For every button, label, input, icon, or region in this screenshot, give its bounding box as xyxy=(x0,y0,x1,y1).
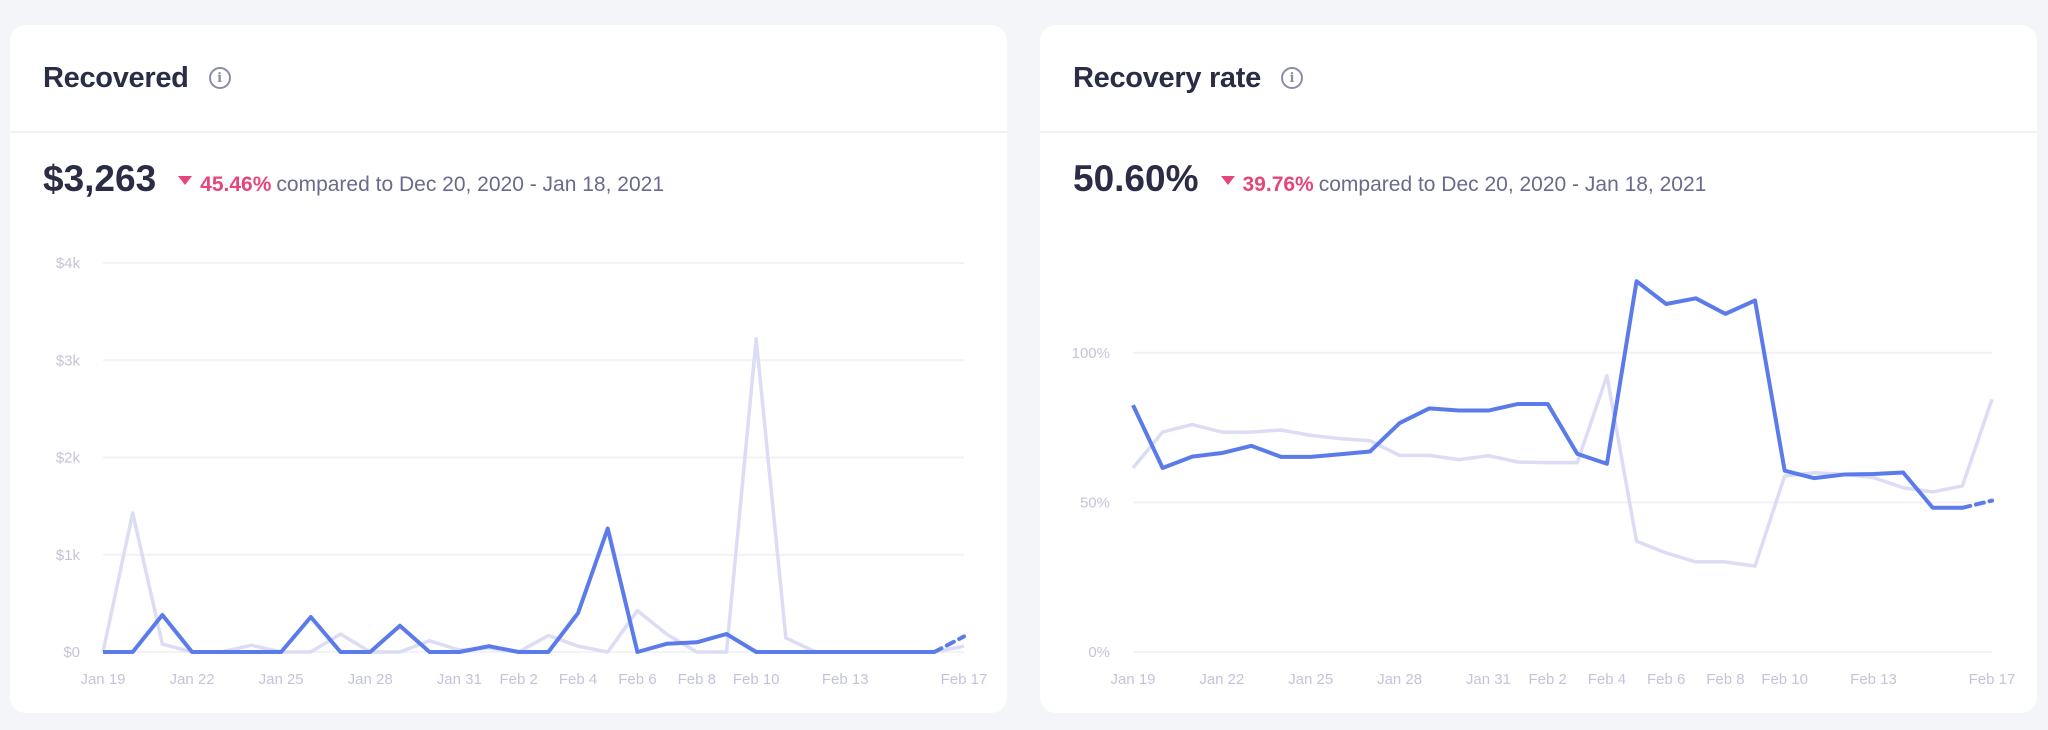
x-tick-label: Jan 31 xyxy=(437,671,482,688)
change-percent: 39.76% xyxy=(1242,173,1314,196)
compare-text: compared to Dec 20, 2020 - Jan 18, 2021 xyxy=(276,173,664,196)
info-icon[interactable]: i xyxy=(1280,67,1303,89)
x-tick-label: Jan 22 xyxy=(170,671,215,688)
x-tick-label: Jan 31 xyxy=(1466,671,1511,688)
x-tick-label: Jan 19 xyxy=(1110,671,1155,688)
metric-value: $3,263 xyxy=(43,158,157,199)
recovery-rate-card: Recovery rate i 50.60% 39.76% compared t… xyxy=(1040,25,2037,713)
card-title: Recovered xyxy=(43,61,189,94)
triangle-down-icon xyxy=(1220,176,1235,185)
x-tick-label: Jan 22 xyxy=(1199,671,1244,688)
y-tick-label: $1k xyxy=(56,547,81,564)
previous-series-line xyxy=(101,337,965,654)
previous-series-line xyxy=(1131,374,1994,568)
info-icon[interactable]: i xyxy=(208,67,231,89)
x-tick-label: Jan 19 xyxy=(80,671,125,688)
card-header: Recovery rate i xyxy=(1040,25,2037,133)
card-header: Recovered i xyxy=(10,25,1007,133)
y-tick-label: $3k xyxy=(56,352,81,369)
x-tick-label: Jan 28 xyxy=(348,671,393,688)
current-series-line xyxy=(1131,279,1963,510)
change-percent: 45.46% xyxy=(200,173,272,196)
x-tick-label: Feb 10 xyxy=(733,671,780,688)
x-tick-label: Jan 25 xyxy=(1288,671,1333,688)
x-tick-label: Feb 17 xyxy=(1969,671,2016,688)
y-tick-label: $2k xyxy=(56,450,81,467)
triangle-down-icon xyxy=(178,176,193,185)
x-tick-label: Feb 13 xyxy=(822,671,869,688)
current-series-line xyxy=(103,526,935,654)
y-tick-label: 100% xyxy=(1072,345,1110,362)
summary: $3,263 45.46% compared to Dec 20, 2020 -… xyxy=(10,158,1007,200)
y-tick-label: 0% xyxy=(1088,644,1110,661)
current-series-dashed-segment xyxy=(932,634,966,654)
x-tick-label: Jan 25 xyxy=(259,671,304,688)
x-tick-label: Feb 2 xyxy=(499,671,537,688)
y-tick-label: 50% xyxy=(1080,494,1110,511)
x-tick-label: Feb 8 xyxy=(1706,671,1744,688)
recovery-rate-chart[interactable]: 0% 50% 100% Jan 19 Jan 22 Jan 25 Jan 28 Jan 31 F… xyxy=(1040,25,2037,713)
x-tick-label: Feb 2 xyxy=(1529,671,1567,688)
x-tick-label: Feb 13 xyxy=(1850,671,1897,688)
x-tick-label: Feb 17 xyxy=(941,671,988,688)
compare-text: compared to Dec 20, 2020 - Jan 18, 2021 xyxy=(1318,173,1707,196)
x-tick-label: Feb 4 xyxy=(1588,671,1626,688)
y-tick-label: $0 xyxy=(63,644,80,661)
summary: 50.60% 39.76% compared to Dec 20, 2020 -… xyxy=(1040,158,2037,200)
x-tick-label: Jan 28 xyxy=(1377,671,1422,688)
recovered-card: Recovered i $3,263 45.46% compared to De… xyxy=(10,25,1007,713)
card-title: Recovery rate xyxy=(1073,61,1261,94)
x-tick-label: Feb 10 xyxy=(1761,671,1808,688)
x-tick-label: Feb 8 xyxy=(678,671,716,688)
x-tick-label: Feb 6 xyxy=(618,671,656,688)
y-tick-label: $4k xyxy=(56,255,81,272)
metric-value: 50.60% xyxy=(1073,158,1199,199)
x-tick-label: Feb 6 xyxy=(1647,671,1685,688)
x-tick-label: Feb 4 xyxy=(559,671,597,688)
current-series-dashed-segment xyxy=(1960,498,1994,510)
recovered-chart[interactable]: $0 $1k $2k $3k $4k Jan 19 Jan 22 Jan 25 Jan 28 Ja… xyxy=(10,25,1007,713)
